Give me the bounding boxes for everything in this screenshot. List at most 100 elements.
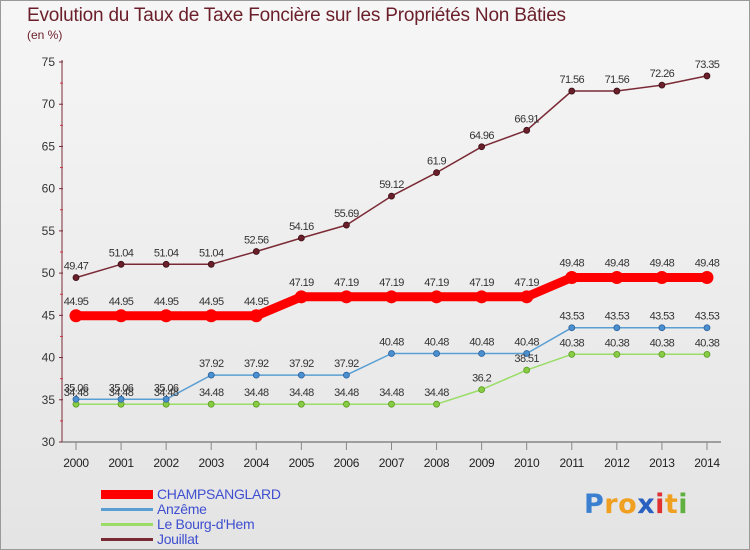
data-label-series-2: 38.51 [514, 353, 539, 365]
series-marker-3 [162, 260, 170, 268]
series-marker-3 [72, 274, 80, 281]
legend-item-le-bourg-dhem: Le Bourg-d'Hem [101, 517, 361, 532]
data-label-series-1: 40.48 [469, 337, 494, 349]
data-label-series-1: 35.06 [109, 382, 134, 394]
y-tick-label: 35 [42, 393, 56, 407]
data-label-series-1: 37.92 [244, 358, 269, 370]
x-tick-label: 2010 [514, 456, 540, 470]
legend-label-anzeme: Anzême [157, 501, 207, 517]
data-label-series-1: 40.48 [514, 337, 539, 349]
data-label-series-3: 51.04 [109, 247, 134, 259]
series-marker-3 [252, 248, 260, 255]
data-label-series-3: 54.16 [289, 221, 314, 233]
series-marker-0 [339, 290, 353, 304]
data-label-series-0: 49.48 [695, 258, 720, 270]
data-label-series-1: 40.48 [379, 337, 404, 349]
series-marker-1 [658, 324, 666, 332]
series-marker-2 [568, 350, 576, 358]
data-label-series-2: 34.48 [289, 387, 314, 399]
legend-swatch-le-bourg-dhem [101, 523, 153, 526]
x-tick-label: 2013 [649, 456, 675, 470]
series-marker-1 [207, 371, 215, 379]
series-marker-3 [523, 126, 531, 134]
chart-subtitle: (en %) [27, 28, 63, 42]
data-label-series-1: 40.48 [424, 337, 449, 349]
brand-logo-letter: r [604, 489, 619, 520]
series-marker-2 [523, 366, 531, 374]
data-label-series-3: 71.56 [605, 74, 630, 86]
data-label-series-3: 51.04 [199, 247, 224, 259]
data-label-series-1: 43.53 [605, 311, 630, 323]
legend-swatch-anzeme [101, 508, 153, 511]
y-tick-label: 60 [42, 182, 56, 196]
data-label-series-3: 71.56 [560, 74, 585, 86]
series-marker-1 [433, 350, 440, 357]
data-label-series-2: 34.48 [64, 387, 89, 399]
data-label-series-1: 35.06 [154, 382, 179, 394]
data-label-series-3: 51.04 [154, 247, 179, 259]
series-marker-0 [565, 271, 579, 285]
legend-label-champsanglard: CHAMPSANGLARD [157, 486, 281, 502]
data-label-series-0: 47.19 [379, 277, 404, 289]
data-label-series-3: 59.12 [379, 179, 404, 191]
series-marker-1 [252, 371, 260, 379]
data-label-series-2: 34.48 [244, 387, 269, 399]
series-marker-2 [703, 350, 711, 358]
x-tick-label: 2002 [153, 456, 179, 470]
y-tick-label: 70 [42, 97, 56, 111]
series-marker-2 [207, 400, 215, 408]
brand-logo-letter: t [664, 489, 679, 520]
series-marker-2 [388, 400, 395, 408]
data-label-series-0: 44.95 [64, 296, 89, 308]
y-tick-label: 40 [42, 351, 56, 365]
y-tick-label: 30 [42, 435, 56, 449]
series-marker-3 [297, 234, 305, 242]
y-tick-label: 75 [42, 55, 56, 69]
legend-label-le-bourg-dhem: Le Bourg-d'Hem [157, 516, 255, 532]
y-tick-label: 55 [42, 224, 56, 238]
y-tick-label: 50 [42, 266, 56, 280]
x-tick-label: 2003 [198, 456, 224, 470]
data-label-series-3: 55.69 [334, 208, 359, 220]
series-marker-3 [207, 260, 215, 268]
data-label-series-3: 61.9 [427, 156, 446, 168]
series-marker-0 [204, 309, 218, 323]
data-label-series-3: 49.47 [64, 261, 89, 273]
x-tick-label: 2005 [289, 456, 315, 470]
data-label-series-2: 34.48 [154, 387, 179, 399]
data-label-series-0: 49.48 [560, 258, 585, 270]
legend-swatch-jouillat [101, 538, 153, 541]
data-label-series-2: 40.38 [560, 337, 585, 349]
series-marker-3 [613, 87, 621, 95]
series-marker-1 [523, 350, 531, 357]
series-marker-0 [384, 290, 398, 304]
series-marker-2 [297, 400, 305, 408]
series-marker-3 [343, 221, 350, 229]
legend-item-anzeme: Anzême [101, 502, 361, 517]
x-tick-label: 2012 [604, 456, 630, 470]
brand-logo-letter: P [584, 489, 605, 520]
series-marker-3 [388, 192, 395, 200]
data-label-series-1: 35.06 [64, 382, 89, 394]
brand-logo-letter: i [655, 489, 665, 520]
data-label-series-0: 47.19 [334, 277, 359, 289]
series-marker-3 [478, 143, 486, 151]
brand-logo-letter: o [618, 489, 638, 520]
data-label-series-3: 66.91 [514, 113, 539, 125]
series-marker-1 [117, 395, 125, 403]
data-label-series-1: 37.92 [199, 358, 224, 370]
series-marker-0 [430, 290, 444, 304]
series-marker-0 [475, 290, 489, 304]
y-tick-label: 45 [42, 308, 56, 322]
data-label-series-1: 43.53 [650, 311, 675, 323]
series-marker-0 [114, 309, 128, 323]
y-tick-label: 65 [42, 139, 56, 153]
chart-title: Evolution du Taux de Taxe Foncière sur l… [27, 5, 566, 26]
data-label-series-0: 47.19 [514, 277, 539, 289]
x-tick-label: 2004 [244, 456, 270, 470]
data-label-series-2: 40.38 [605, 337, 630, 349]
legend-label-jouillat: Jouillat [157, 531, 199, 547]
series-marker-0 [520, 290, 534, 304]
series-marker-1 [613, 324, 621, 332]
